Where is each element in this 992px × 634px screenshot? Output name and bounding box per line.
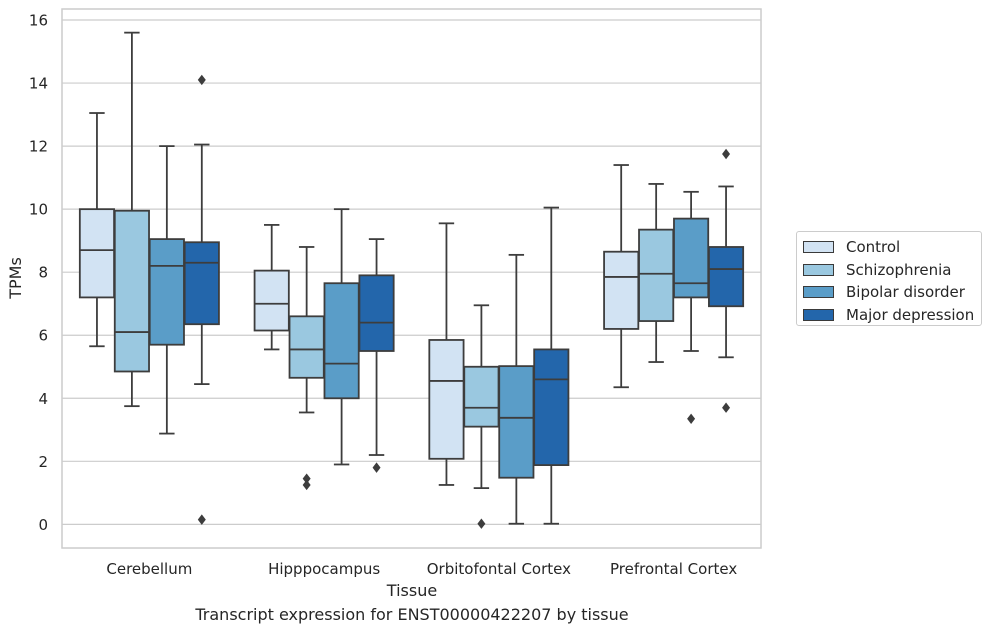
legend: Control Schizophrenia Bipolar disorder Majo… xyxy=(796,231,982,326)
legend-item: Major depression xyxy=(803,304,981,327)
legend-item: Bipolar disorder xyxy=(803,281,981,304)
x-axis-label: Tissue xyxy=(386,581,437,600)
legend-label: Bipolar disorder xyxy=(846,283,965,302)
box-iqr xyxy=(113,209,150,373)
outlier-point xyxy=(302,479,311,491)
box-iqr xyxy=(463,365,500,428)
x-tick-labels: Cerebellum Hipppocampus Orbitofontal Corte… xyxy=(106,560,737,578)
outlier-point xyxy=(302,473,311,484)
y-tick-label: 12 xyxy=(29,138,48,156)
box-iqr xyxy=(708,246,745,308)
x-tick-label: Prefrontal Cortex xyxy=(610,560,737,578)
y-tick-label: 14 xyxy=(29,75,48,93)
x-tick-label: Cerebellum xyxy=(106,560,192,578)
y-tick-label: 0 xyxy=(38,516,48,534)
x-tick-label: Orbitofontal Cortex xyxy=(427,560,571,578)
y-tick-label: 2 xyxy=(38,453,48,471)
box-iqr xyxy=(253,269,290,332)
legend-swatch xyxy=(803,263,834,276)
x-tick-label: Hipppocampus xyxy=(268,560,380,578)
outlier-point xyxy=(722,402,731,413)
legend-label: Major depression xyxy=(846,305,975,324)
box-iqr xyxy=(323,282,360,400)
y-tick-label: 16 xyxy=(29,12,48,30)
legend-item: Schizophrenia xyxy=(803,259,981,282)
box-4-4 xyxy=(708,148,745,413)
y-tick-label: 10 xyxy=(29,201,48,219)
box-2-1 xyxy=(253,224,290,351)
box-2-4 xyxy=(358,238,395,473)
chart-caption: Transcript expression for ENST0000042220… xyxy=(195,605,629,624)
y-tick-label: 8 xyxy=(38,264,48,282)
box-3-4 xyxy=(533,206,570,525)
box-4-3 xyxy=(673,190,710,424)
legend-swatch xyxy=(803,308,834,321)
box-iqr xyxy=(78,208,115,299)
box-iqr xyxy=(638,228,675,322)
legend-swatch xyxy=(803,241,834,254)
box-2-3 xyxy=(323,208,360,466)
legend-item: Control xyxy=(803,236,981,259)
outlier-point xyxy=(722,148,731,160)
box-iqr xyxy=(428,339,465,460)
outlier-point xyxy=(372,462,381,473)
box-iqr xyxy=(498,365,535,479)
y-axis-label: TPMs xyxy=(6,257,25,300)
box-iqr xyxy=(148,238,185,346)
legend-swatch xyxy=(803,286,834,299)
box-groups xyxy=(78,31,745,529)
outlier-point xyxy=(197,514,206,525)
outlier-point xyxy=(687,413,696,424)
legend-label: Control xyxy=(846,238,901,257)
box-1-1 xyxy=(78,112,115,348)
box-iqr xyxy=(533,348,570,467)
box-1-3 xyxy=(148,145,185,435)
y-tick-labels: 0 2 4 6 8 10 12 14 16 xyxy=(29,12,48,534)
box-1-4 xyxy=(183,74,220,525)
y-tick-label: 4 xyxy=(38,390,48,408)
box-3-3 xyxy=(498,253,535,525)
box-4-1 xyxy=(603,164,640,389)
box-iqr xyxy=(183,241,220,326)
box-3-2 xyxy=(463,304,500,529)
box-3-1 xyxy=(428,222,465,486)
box-4-2 xyxy=(638,183,675,363)
box-iqr xyxy=(358,274,395,352)
box-iqr xyxy=(288,315,325,379)
outlier-point xyxy=(197,74,206,86)
legend-label: Schizophrenia xyxy=(846,260,952,279)
box-2-2 xyxy=(288,246,325,491)
plot-frame xyxy=(61,8,762,549)
box-1-2 xyxy=(113,31,150,408)
y-tick-label: 6 xyxy=(38,327,48,345)
box-iqr xyxy=(673,217,710,299)
outlier-point xyxy=(477,518,486,529)
box-iqr xyxy=(603,250,640,330)
